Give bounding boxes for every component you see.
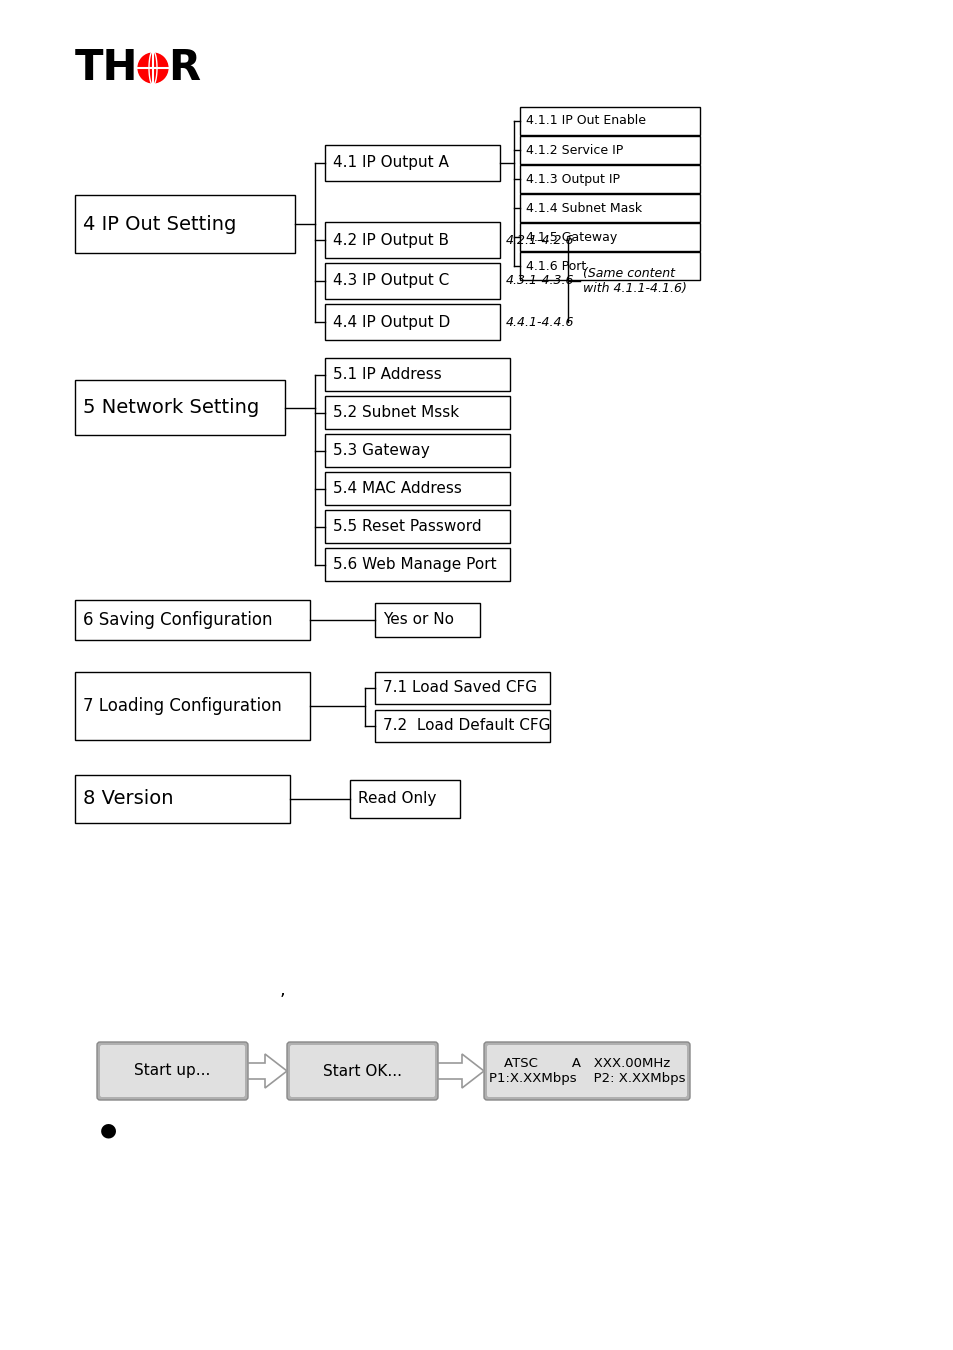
FancyBboxPatch shape — [75, 379, 285, 435]
FancyBboxPatch shape — [519, 165, 700, 193]
Text: ●: ● — [100, 1120, 117, 1139]
Text: 5.3 Gateway: 5.3 Gateway — [333, 443, 429, 458]
Text: 4 IP Out Setting: 4 IP Out Setting — [83, 215, 236, 234]
FancyBboxPatch shape — [287, 1042, 437, 1100]
Text: Yes or No: Yes or No — [382, 613, 454, 628]
Text: 4.1.1 IP Out Enable: 4.1.1 IP Out Enable — [525, 115, 645, 127]
Text: 5.5 Reset Password: 5.5 Reset Password — [333, 518, 481, 535]
FancyBboxPatch shape — [483, 1042, 689, 1100]
Text: Start up...: Start up... — [134, 1064, 211, 1079]
Polygon shape — [248, 1054, 287, 1088]
FancyBboxPatch shape — [325, 510, 510, 543]
Text: 4.1.6 Port: 4.1.6 Port — [525, 259, 586, 273]
Text: R: R — [168, 47, 200, 89]
FancyBboxPatch shape — [519, 252, 700, 279]
FancyBboxPatch shape — [486, 1045, 686, 1098]
FancyBboxPatch shape — [75, 672, 310, 740]
FancyBboxPatch shape — [75, 775, 290, 824]
Text: 4.2 IP Output B: 4.2 IP Output B — [333, 232, 449, 247]
Text: 4.1.4 Subnet Mask: 4.1.4 Subnet Mask — [525, 201, 641, 215]
FancyBboxPatch shape — [325, 548, 510, 580]
Text: (Same content
with 4.1.1-4.1.6): (Same content with 4.1.1-4.1.6) — [582, 267, 686, 296]
Text: 5.2 Subnet Mssk: 5.2 Subnet Mssk — [333, 405, 458, 420]
Text: ,: , — [280, 981, 286, 999]
Polygon shape — [437, 1054, 483, 1088]
FancyBboxPatch shape — [325, 472, 510, 505]
FancyBboxPatch shape — [350, 780, 459, 818]
Text: Read Only: Read Only — [357, 791, 436, 806]
FancyBboxPatch shape — [325, 304, 499, 340]
FancyBboxPatch shape — [325, 263, 499, 298]
Text: 4.4.1-4.4.6: 4.4.1-4.4.6 — [505, 316, 574, 328]
Text: TH: TH — [75, 47, 138, 89]
Text: 4.1.2 Service IP: 4.1.2 Service IP — [525, 143, 622, 157]
FancyBboxPatch shape — [519, 107, 700, 135]
Text: 5.6 Web Manage Port: 5.6 Web Manage Port — [333, 558, 497, 572]
Text: 4.1.5 Gateway: 4.1.5 Gateway — [525, 231, 617, 243]
FancyBboxPatch shape — [100, 1045, 245, 1098]
FancyBboxPatch shape — [325, 221, 499, 258]
FancyBboxPatch shape — [375, 672, 550, 703]
FancyBboxPatch shape — [75, 599, 310, 640]
Text: 7.2  Load Default CFG: 7.2 Load Default CFG — [382, 718, 550, 733]
Text: 5 Network Setting: 5 Network Setting — [83, 398, 259, 417]
Text: 4.4 IP Output D: 4.4 IP Output D — [333, 315, 450, 329]
FancyBboxPatch shape — [519, 194, 700, 221]
FancyBboxPatch shape — [325, 433, 510, 467]
Text: 7 Loading Configuration: 7 Loading Configuration — [83, 697, 281, 716]
FancyBboxPatch shape — [325, 396, 510, 429]
FancyBboxPatch shape — [519, 223, 700, 251]
Text: ATSC        A   XXX.00MHz: ATSC A XXX.00MHz — [503, 1057, 669, 1071]
Circle shape — [136, 51, 170, 85]
FancyBboxPatch shape — [375, 603, 479, 637]
Text: 4.3 IP Output C: 4.3 IP Output C — [333, 274, 449, 289]
FancyBboxPatch shape — [290, 1045, 435, 1098]
Text: 4.1 IP Output A: 4.1 IP Output A — [333, 155, 449, 170]
Text: 7.1 Load Saved CFG: 7.1 Load Saved CFG — [382, 680, 537, 695]
Text: 5.4 MAC Address: 5.4 MAC Address — [333, 481, 461, 495]
Text: P1:X.XXMbps    P2: X.XXMbps: P1:X.XXMbps P2: X.XXMbps — [488, 1072, 684, 1085]
Text: Start OK...: Start OK... — [323, 1064, 401, 1079]
Text: 4.2.1-4.2.6: 4.2.1-4.2.6 — [505, 234, 574, 247]
Text: 6 Saving Configuration: 6 Saving Configuration — [83, 612, 273, 629]
Text: 8 Version: 8 Version — [83, 790, 173, 809]
FancyBboxPatch shape — [519, 136, 700, 163]
FancyBboxPatch shape — [325, 358, 510, 391]
FancyBboxPatch shape — [325, 144, 499, 181]
Text: 4.3.1-4.3.6: 4.3.1-4.3.6 — [505, 274, 574, 288]
Text: 4.1.3 Output IP: 4.1.3 Output IP — [525, 173, 619, 185]
FancyBboxPatch shape — [97, 1042, 248, 1100]
FancyBboxPatch shape — [75, 194, 294, 252]
Text: 5.1 IP Address: 5.1 IP Address — [333, 367, 441, 382]
FancyBboxPatch shape — [375, 710, 550, 742]
